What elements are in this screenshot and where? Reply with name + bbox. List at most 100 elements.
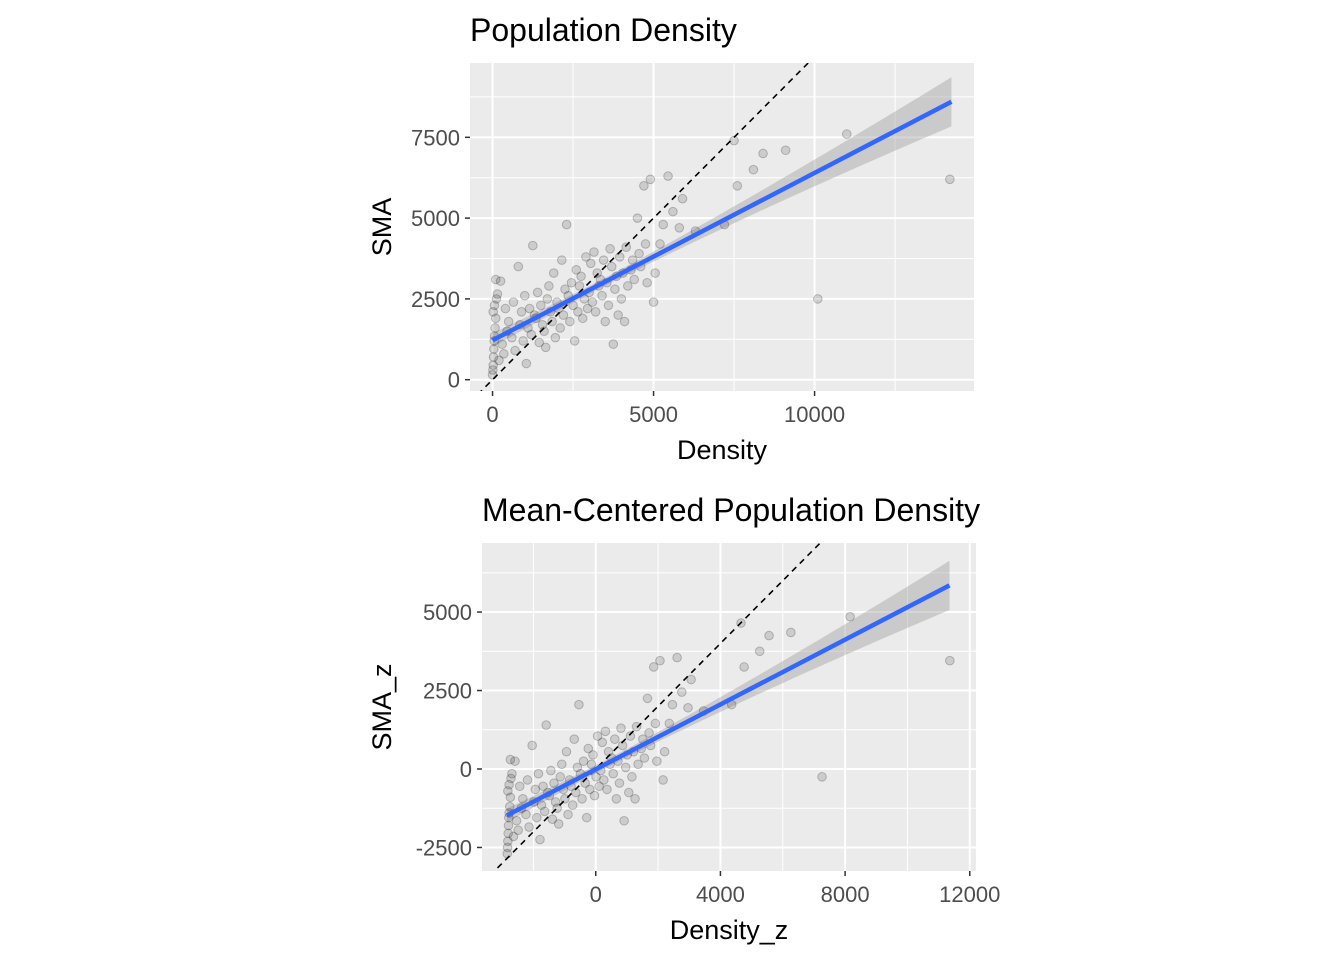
plot-panel xyxy=(482,543,976,871)
data-point xyxy=(502,842,513,853)
data-point xyxy=(558,310,569,320)
data-point xyxy=(631,721,642,732)
data-point xyxy=(572,762,583,773)
data-point xyxy=(530,784,541,795)
data-point xyxy=(505,792,516,803)
data-point xyxy=(488,352,499,362)
data-point xyxy=(566,277,577,288)
data-point xyxy=(506,773,516,784)
data-point xyxy=(539,806,550,817)
identity-reference-line xyxy=(480,63,810,391)
identity-line xyxy=(493,543,822,871)
data-point xyxy=(586,759,597,770)
data-point xyxy=(587,297,598,307)
data-point xyxy=(642,693,653,704)
data-point xyxy=(497,339,508,349)
y-tick-label: 2500 xyxy=(423,679,472,704)
data-point xyxy=(639,753,650,763)
data-point xyxy=(550,797,561,807)
data-point xyxy=(813,294,823,304)
data-point xyxy=(492,289,503,299)
data-point xyxy=(608,768,619,779)
data-point xyxy=(578,756,589,766)
data-point xyxy=(556,759,567,770)
grid-lines xyxy=(470,63,974,391)
data-point xyxy=(514,781,525,792)
data-point xyxy=(576,271,586,282)
data-point xyxy=(535,834,545,845)
x-axis-ticks: 0 5000 10000 xyxy=(486,391,845,427)
data-point xyxy=(503,316,514,327)
data-point xyxy=(658,219,669,230)
data-point xyxy=(817,772,827,782)
data-point xyxy=(614,778,625,788)
data-point xyxy=(561,219,572,230)
data-point xyxy=(639,180,649,191)
data-point xyxy=(489,300,500,311)
y-axis-ticks: 0 2500 5000 7500 xyxy=(411,125,470,393)
y-tick-label: 0 xyxy=(448,368,460,393)
data-point xyxy=(630,794,640,804)
data-point xyxy=(503,836,513,846)
data-point xyxy=(518,336,528,346)
data-point xyxy=(668,206,678,217)
data-point xyxy=(490,274,501,285)
y-axis-title: SMA xyxy=(367,198,397,257)
data-point xyxy=(623,787,634,798)
data-point xyxy=(650,718,661,729)
data-point xyxy=(521,358,532,369)
data-point xyxy=(780,145,791,156)
data-point xyxy=(603,300,614,311)
data-point xyxy=(650,268,660,278)
data-point xyxy=(577,313,588,324)
data-point xyxy=(655,239,665,249)
data-point xyxy=(648,662,659,672)
grid-lines xyxy=(482,543,976,871)
data-point xyxy=(499,349,509,359)
data-point xyxy=(490,313,501,324)
data-point xyxy=(549,778,559,788)
data-point xyxy=(532,812,542,823)
data-point xyxy=(655,655,665,666)
data-point xyxy=(521,809,531,820)
data-point xyxy=(589,790,600,801)
data-point xyxy=(686,674,696,685)
data-point xyxy=(621,242,631,252)
data-point xyxy=(623,281,633,291)
data-point xyxy=(553,819,564,829)
identity-reference-line xyxy=(493,543,822,871)
data-point xyxy=(674,223,685,233)
data-point xyxy=(754,646,765,657)
data-point xyxy=(592,268,603,278)
data-point xyxy=(550,332,561,343)
data-point xyxy=(533,768,544,779)
data-point xyxy=(732,180,743,191)
data-point xyxy=(592,731,603,741)
data-point xyxy=(488,360,498,370)
data-point xyxy=(524,303,535,314)
data-point xyxy=(599,775,609,785)
data-point xyxy=(511,815,522,826)
data-point xyxy=(659,746,670,757)
data-point xyxy=(527,240,538,251)
data-point xyxy=(658,775,668,785)
data-point xyxy=(739,662,749,672)
data-point xyxy=(627,255,638,265)
data-point xyxy=(534,337,545,348)
y-tick-label: 7500 xyxy=(411,125,460,150)
data-point xyxy=(513,261,524,272)
data-point xyxy=(508,297,519,307)
data-point xyxy=(597,290,607,301)
data-point xyxy=(616,294,627,304)
data-point xyxy=(581,252,591,262)
data-point xyxy=(644,728,654,738)
data-point xyxy=(606,261,617,272)
data-point xyxy=(845,611,855,622)
regression-line xyxy=(505,583,951,818)
data-point xyxy=(571,265,582,275)
data-point xyxy=(532,287,543,298)
data-point xyxy=(598,255,609,265)
data-point xyxy=(561,746,572,757)
data-point xyxy=(632,213,643,223)
data-point xyxy=(629,274,640,285)
